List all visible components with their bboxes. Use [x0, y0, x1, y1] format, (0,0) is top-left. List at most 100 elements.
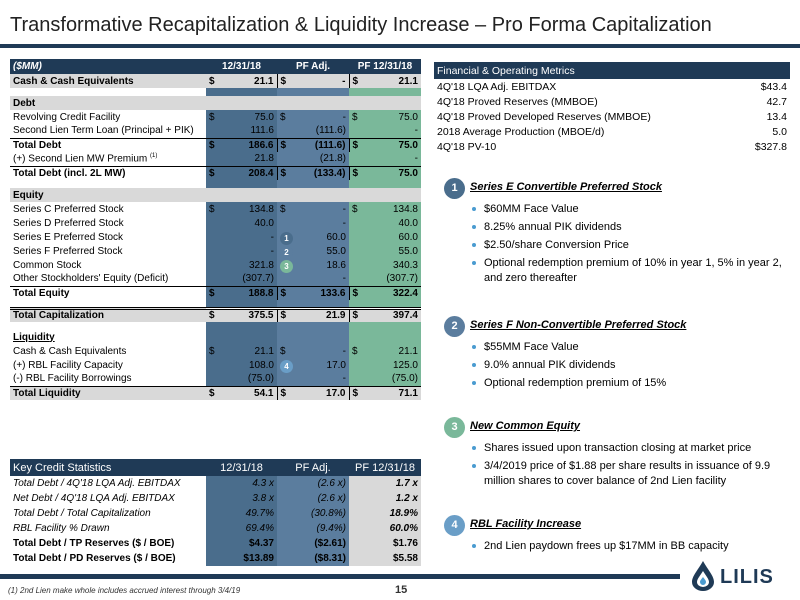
row-label: (+) Second Lien MW Premium (1) — [10, 152, 206, 166]
row-label: (-) RBL Facility Borrowings — [13, 373, 132, 385]
dollar-sign: $ — [209, 310, 215, 322]
row-label: Series F Preferred Stock — [13, 245, 123, 257]
metric-label: 4Q'18 LQA Adj. EBITDAX — [437, 80, 557, 93]
drop-icon — [692, 561, 714, 591]
stats-header-title: Key Credit Statistics — [10, 459, 206, 476]
dollar-sign: $ — [280, 310, 287, 322]
bullet-item: 3/4/2019 price of $1.88 per share result… — [472, 459, 796, 489]
row-total-cap: Total Capitalization $375.5 $21.9 $397.4 — [10, 306, 421, 322]
row-debt-heading: Debt — [10, 96, 421, 110]
metric-value: 5.0 — [772, 125, 787, 138]
row-rcf: Revolving Credit Facility $75.0 $ - $75.0 — [10, 110, 421, 124]
row-other-equity: Other Stockholders' Equity (Deficit) (30… — [10, 272, 421, 286]
cap-header-col1: 12/31/18 — [206, 59, 277, 74]
row-common: Common Stock 321.8 3 18.6 340.3 — [10, 258, 421, 273]
row-mw-premium: (+) Second Lien MW Premium (1) 21.8 (21.… — [10, 152, 421, 166]
row-cash: Cash & Cash Equivalents $21.1 $ - $21.1 — [10, 74, 421, 88]
stats-row: RBL Facility % Drawn 69.4% (9.4%) 60.0% — [10, 521, 421, 536]
cell-value: 54.1 — [254, 387, 274, 399]
row-equity-heading: Equity — [10, 188, 421, 202]
section-title: Series F Non-Convertible Preferred Stock — [470, 319, 687, 331]
cell-value: 40.0 — [398, 217, 418, 229]
cell-value: 55.0 — [326, 245, 346, 257]
stats-value: $13.89 — [243, 553, 274, 564]
page-title: Transformative Recapitalization & Liquid… — [10, 14, 712, 36]
cell-value: 75.0 — [398, 139, 418, 151]
row-label-text: (+) Second Lien MW Premium — [13, 153, 148, 165]
dollar-sign: $ — [352, 75, 359, 87]
stats-label: Net Debt / 4Q'18 LQA Adj. EBITDAX — [13, 493, 175, 504]
cell-value: - — [414, 125, 418, 137]
section-series-f: 2 Series F Non-Convertible Preferred Sto… — [444, 316, 794, 406]
logo-text: LILIS — [720, 566, 774, 588]
cell-value: 75.0 — [398, 111, 418, 123]
cell-value: 21.9 — [326, 310, 346, 322]
cell-value: 186.6 — [248, 139, 274, 151]
stats-pf-value: 1.7 x — [349, 476, 421, 491]
dollar-sign: $ — [209, 167, 215, 179]
dollar-sign: $ — [352, 203, 358, 215]
footnote-ref: (1) — [150, 153, 158, 160]
cell-value: (21.8) — [319, 153, 346, 165]
stats-value: 49.7% — [245, 508, 274, 519]
row-label: Other Stockholders' Equity (Deficit) — [13, 273, 169, 285]
stats-value: (9.4%) — [316, 523, 346, 534]
cell-value: 397.4 — [392, 310, 418, 322]
cell-value: - — [342, 345, 346, 357]
stats-pf-value: $1.76 — [349, 536, 421, 551]
dollar-sign: $ — [352, 167, 359, 179]
row-label: Revolving Credit Facility — [13, 111, 121, 123]
stats-header-col1: 12/31/18 — [206, 459, 277, 476]
cell-value: 55.0 — [398, 245, 418, 257]
cell-value: 71.1 — [398, 387, 418, 399]
dollar-sign: $ — [352, 287, 359, 299]
stats-row: Total Debt / PD Reserves ($ / BOE) $13.8… — [10, 551, 421, 566]
metric-label: 2018 Average Production (MBOE/d) — [437, 125, 605, 138]
cell-value: 111.6 — [250, 125, 274, 137]
row-label: Common Stock — [13, 259, 82, 271]
capitalization-table: ($MM) 12/31/18 PF Adj. PF 12/31/18 Cash … — [10, 59, 421, 400]
cell-value: 322.4 — [392, 287, 418, 299]
dollar-sign: $ — [209, 287, 215, 299]
cell-value: (75.0) — [391, 373, 418, 385]
dollar-sign: $ — [352, 111, 358, 123]
metric-value: $327.8 — [754, 140, 787, 153]
cap-header-col2: PF Adj. — [277, 59, 349, 74]
dollar-sign: $ — [280, 75, 287, 87]
cell-value: 133.6 — [320, 287, 346, 299]
financial-metrics-table: Financial & Operating Metrics 4Q'18 LQA … — [434, 62, 790, 154]
cell-value: 18.6 — [326, 259, 346, 271]
section-title: RBL Facility Increase — [470, 518, 582, 530]
number-3-icon: 3 — [444, 417, 465, 438]
row-total-equity: Total Equity $188.8 $133.6 $322.4 — [10, 285, 421, 300]
section-rbl-facility: 4 RBL Facility Increase 2nd Lien paydown… — [444, 515, 794, 565]
row-series-f: Series F Preferred Stock - 2 55.0 55.0 — [10, 244, 421, 259]
section-heading: Liquidity — [13, 331, 55, 343]
row-total-liquidity: Total Liquidity $54.1 $17.0 $71.1 — [10, 385, 421, 400]
metrics-header: Financial & Operating Metrics — [434, 62, 790, 79]
stats-value: (2.6 x) — [317, 478, 346, 489]
cell-value: (111.6) — [314, 139, 346, 151]
metric-value: 42.7 — [766, 95, 787, 108]
stats-label: Total Debt / Total Capitalization — [13, 508, 151, 519]
stats-value: (2.6 x) — [317, 493, 346, 504]
metrics-header-row: Financial & Operating Metrics — [434, 62, 790, 79]
row-label: Total Capitalization — [10, 306, 206, 322]
cell-value: - — [414, 153, 418, 165]
stats-row: Total Debt / Total Capitalization 49.7% … — [10, 506, 421, 521]
section-title: Series E Convertible Preferred Stock — [470, 181, 662, 193]
metrics-row: 4Q'18 Proved Reserves (MMBOE) 42.7 — [434, 94, 790, 109]
dollar-sign: $ — [209, 387, 215, 399]
bullet-item: Optional redemption premium of 15% — [472, 376, 796, 391]
cell-value: 208.4 — [248, 167, 274, 179]
cell-value: 188.8 — [248, 287, 274, 299]
row-rbl-borrowings: (-) RBL Facility Borrowings (75.0) - (75… — [10, 372, 421, 386]
row-label: Cash & Cash Equivalents — [13, 345, 127, 357]
row-label: (+) RBL Facility Capacity — [13, 359, 123, 371]
row-total-debt-2l: Total Debt (incl. 2L MW) $208.4 $ (133.4)… — [10, 165, 421, 180]
row-label: Series C Preferred Stock — [13, 203, 124, 215]
bullet-list: 2nd Lien paydown frees up $17MM in BB ca… — [472, 539, 796, 557]
page-number: 15 — [395, 584, 408, 596]
footer-rule — [0, 574, 680, 579]
metrics-row: 2018 Average Production (MBOE/d) 5.0 — [434, 124, 790, 139]
